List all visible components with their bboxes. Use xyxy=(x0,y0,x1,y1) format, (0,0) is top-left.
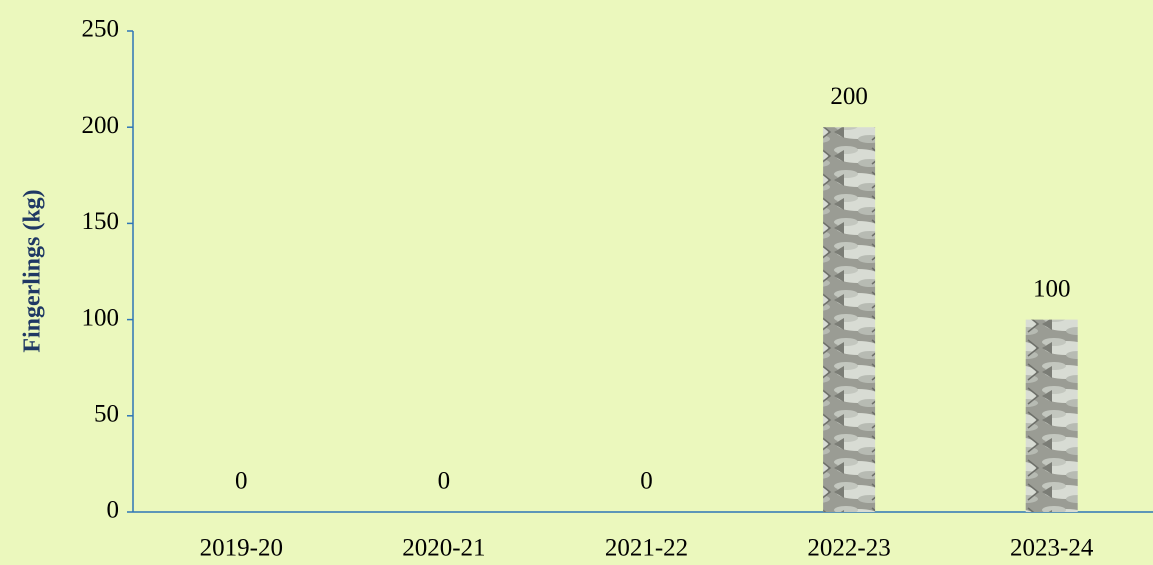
x-tick-label: 2022-23 xyxy=(807,535,890,562)
data-label: 0 xyxy=(235,468,248,495)
bar xyxy=(1025,319,1078,512)
x-tick-label: 2023-24 xyxy=(1010,535,1094,562)
y-tick-label: 100 xyxy=(82,304,120,331)
bar xyxy=(823,127,876,512)
y-axis-title: Fingerlings (kg) xyxy=(20,189,46,352)
data-label: 0 xyxy=(640,468,653,495)
y-tick-label: 50 xyxy=(94,401,119,428)
x-tick-label: 2019-20 xyxy=(200,535,283,562)
y-tick-label: 150 xyxy=(82,208,120,235)
y-tick-label: 250 xyxy=(82,16,120,43)
data-label: 200 xyxy=(830,83,868,110)
x-tick-label: 2020-21 xyxy=(402,535,485,562)
y-tick-label: 0 xyxy=(107,497,120,524)
data-label: 0 xyxy=(438,468,451,495)
data-label: 100 xyxy=(1033,275,1071,302)
y-tick-label: 200 xyxy=(82,112,120,139)
x-tick-label: 2021-22 xyxy=(605,535,688,562)
